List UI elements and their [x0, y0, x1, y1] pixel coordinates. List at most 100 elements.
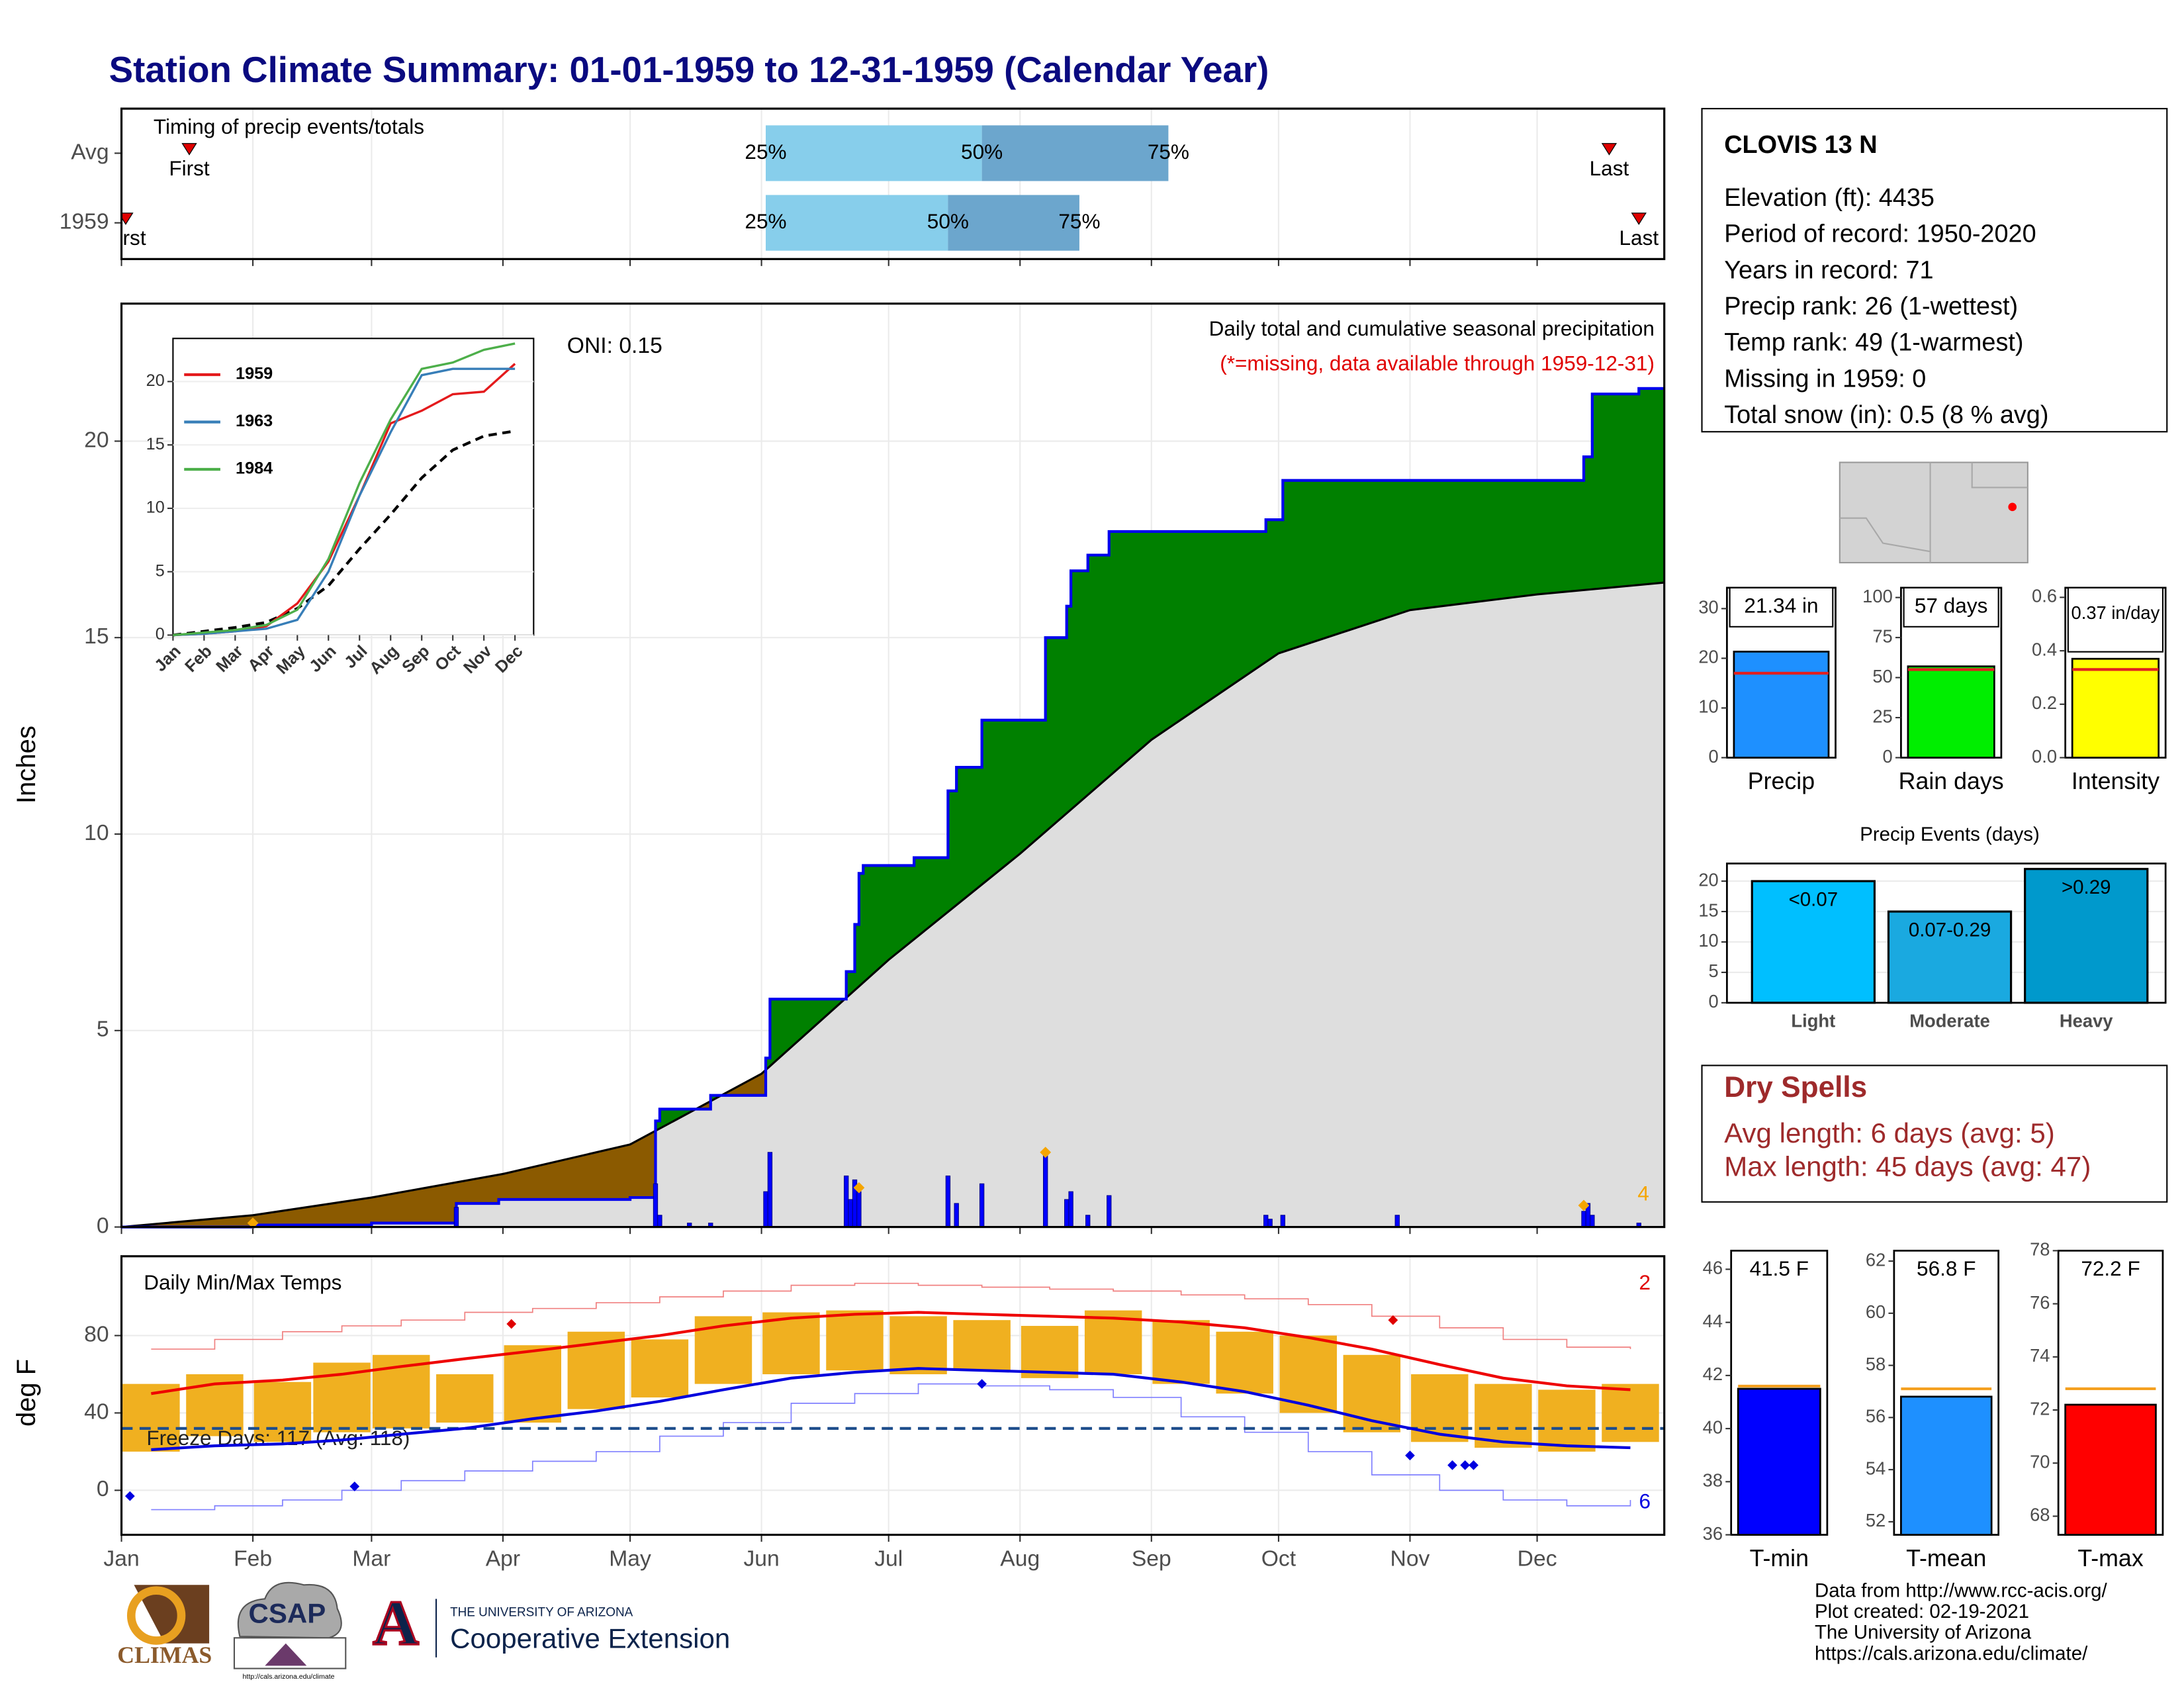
y-tick-label: 25: [1872, 706, 1892, 726]
bar: [1751, 880, 1876, 1004]
percent-label: 50%: [927, 209, 969, 233]
daily-bar: [844, 1175, 849, 1228]
panel-title: Daily Min/Max Temps: [144, 1270, 341, 1294]
category-label: Light: [1791, 1011, 1835, 1031]
y-tick-label: 62: [1866, 1249, 1886, 1270]
panel-border: [120, 1255, 1666, 1536]
label-box: [1729, 586, 1834, 628]
y-tick-label: 10: [1698, 696, 1718, 717]
average-line: [173, 429, 516, 637]
stat-bar: [1900, 1395, 1993, 1536]
dry-spells-box: [1701, 1064, 2168, 1203]
dry-spell-line: Avg length: 6 days (avg: 5): [1724, 1117, 2055, 1149]
y-tick-label: 68: [2030, 1505, 2050, 1525]
daily-bar: [1068, 1191, 1073, 1228]
x-tick-label: Apr: [486, 1546, 520, 1571]
bar: [2024, 868, 2149, 1004]
temp-bar: [436, 1374, 494, 1423]
value-label: 21.34 in: [1744, 594, 1818, 618]
climas-text: CLIMAS: [117, 1642, 212, 1668]
y-axis-label: deg F: [12, 1359, 41, 1427]
temp-bar: [1021, 1325, 1079, 1378]
record-count: 4: [1637, 1182, 1649, 1205]
panel-title: Timing of precip events/totals: [154, 115, 424, 138]
daily-bar: [848, 1199, 853, 1228]
record-marker: [247, 1217, 259, 1229]
y-tick-label: 0.4: [2032, 639, 2057, 659]
logos: CLIMAS CSAP http://cals.arizona.edu/clim…: [117, 1581, 730, 1681]
station-line: Years in record: 71: [1724, 256, 1933, 284]
climas-sun: [126, 1586, 186, 1645]
y-tick-label: 36: [1703, 1523, 1723, 1544]
timing-label: First: [105, 226, 146, 250]
average-max-line: [151, 1311, 1631, 1395]
x-tick-label: Oct: [1261, 1546, 1297, 1571]
value-label: 0.07-0.29: [1909, 919, 1991, 941]
station-box: [1701, 108, 2168, 433]
y-tick-label: 54: [1866, 1458, 1886, 1478]
value-label: 72.2 F: [2081, 1256, 2140, 1280]
daily-bar: [1107, 1195, 1112, 1228]
temp-bar: [253, 1382, 312, 1442]
timing-bar: [766, 125, 982, 181]
map-border: [1839, 462, 2028, 563]
chart-title: Daily total and cumulative seasonal prec…: [1209, 316, 1655, 340]
timing-plot: 25% 50% 75% First Last 25% 50% 75% First Last: [105, 125, 1659, 251]
y-tick-label: 15: [146, 435, 165, 453]
y-tick-label: 50: [1872, 666, 1892, 686]
percent-label: 75%: [1148, 140, 1189, 164]
y-tick-label: 10: [84, 821, 109, 845]
temp-bar: [504, 1345, 561, 1423]
bar: [1887, 910, 2013, 1004]
daily-bar: [767, 1152, 773, 1228]
temp-bar: [1216, 1331, 1273, 1394]
daily-bar: [1267, 1219, 1273, 1228]
footer-line: https://cals.arizona.edu/climate/: [1815, 1642, 2088, 1664]
map-land: [1839, 461, 2028, 564]
value-label: 0.37 in/day: [2071, 602, 2160, 623]
value-label: >0.29: [2062, 876, 2111, 898]
average-min-line: [151, 1367, 1631, 1452]
value-label: 56.8 F: [1917, 1256, 1976, 1280]
ua-mark: A: [373, 1587, 419, 1658]
station-line: Missing in 1959: 0: [1724, 365, 1926, 393]
category-label: Intensity: [2071, 768, 2160, 794]
series-line: [173, 367, 516, 637]
y-tick-label: 20: [1698, 647, 1718, 667]
temp-bar: [1538, 1389, 1596, 1452]
category-label: T-mean: [1906, 1545, 1986, 1571]
chart-subtitle: (*=missing, data available through 1959-…: [1220, 352, 1655, 375]
y-tick-label: 30: [1698, 597, 1718, 618]
record-marker: [506, 1319, 517, 1329]
daily-bar: [653, 1183, 659, 1228]
map-station: [2008, 502, 2017, 512]
y-tick-label: 15: [1698, 900, 1718, 920]
panel-border: [120, 303, 1666, 1229]
y-tick-label: 70: [2030, 1451, 2050, 1472]
daily-bar: [1280, 1215, 1286, 1228]
temp-bar: [953, 1320, 1011, 1371]
daily-bar: [945, 1175, 951, 1228]
y-tick-label: 20: [146, 371, 165, 390]
series-line: [173, 342, 516, 637]
category-label: Rain days: [1899, 768, 2004, 794]
daily-bar: [763, 1191, 768, 1228]
legend-label: 1963: [236, 412, 273, 430]
inset-panel: [172, 338, 535, 636]
x-tick-label: Aug: [1000, 1546, 1040, 1571]
temp-bar: [1475, 1383, 1532, 1448]
percent-label: 75%: [1058, 209, 1100, 233]
daily-bar: [979, 1183, 985, 1228]
y-tick-label: 78: [2030, 1239, 2050, 1260]
timing-label: Last: [1619, 226, 1659, 250]
y-tick-label: 76: [2030, 1292, 2050, 1313]
legend-label: 1959: [236, 365, 273, 383]
y-tick-label: 10: [1698, 930, 1718, 951]
x-tick-label: Nov: [1390, 1546, 1430, 1571]
category-label: Heavy: [2060, 1011, 2113, 1031]
y-tick-label: 44: [1703, 1311, 1723, 1331]
footer-line: The University of Arizona: [1815, 1622, 2032, 1644]
stat-bar: [2071, 657, 2160, 759]
timing-bar: [948, 195, 1079, 251]
value-label: 57 days: [1915, 594, 1988, 618]
